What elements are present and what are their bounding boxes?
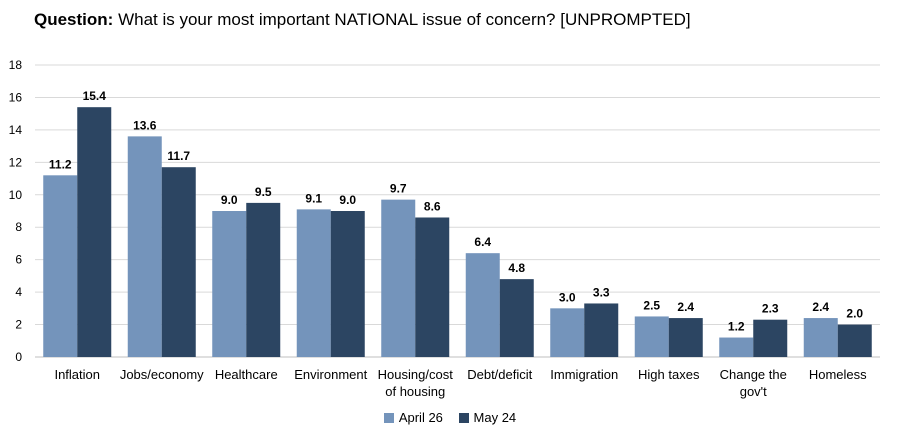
data-label: 11.7 [167, 149, 190, 163]
bar-april [719, 337, 754, 357]
bar-april [803, 318, 838, 357]
legend: April 26 May 24 [0, 410, 900, 426]
bar-april [550, 308, 585, 357]
legend-swatch-april [383, 412, 394, 423]
x-tick-label: Change the [720, 367, 787, 382]
data-label: 9.5 [255, 185, 272, 199]
bar-april [127, 136, 162, 357]
legend-swatch-may [458, 412, 469, 423]
x-tick-label: Environment [294, 367, 367, 382]
chart-title: Question: What is your most important NA… [34, 10, 691, 30]
title-prefix: Question: [34, 10, 114, 29]
legend-label-april: April 26 [398, 410, 443, 425]
x-tick-label: Housing/cost [378, 367, 454, 382]
data-label: 9.7 [390, 182, 407, 196]
bar-may [584, 303, 619, 357]
bar-april [296, 209, 331, 357]
y-tick-label: 10 [9, 188, 23, 202]
x-tick-label: Immigration [550, 367, 618, 382]
bar-may [77, 107, 112, 357]
y-tick-label: 18 [9, 58, 23, 72]
x-tick-label: Debt/deficit [467, 367, 532, 382]
x-tick-label: High taxes [638, 367, 700, 382]
data-label: 2.4 [677, 300, 694, 314]
y-tick-label: 16 [9, 90, 23, 104]
data-label: 2.5 [643, 298, 660, 312]
bar-may [837, 324, 872, 357]
bar-may [753, 319, 788, 357]
y-tick-label: 8 [15, 220, 22, 234]
bar-april [212, 211, 247, 357]
bar-may [330, 211, 365, 357]
data-label: 1.2 [728, 320, 745, 334]
data-label: 9.1 [305, 191, 322, 205]
y-tick-label: 4 [15, 285, 22, 299]
legend-item-april: April 26 [383, 410, 443, 425]
y-tick-label: 6 [15, 253, 22, 267]
data-label: 2.3 [762, 302, 779, 316]
bar-april [634, 316, 669, 357]
x-tick-label: Inflation [54, 367, 100, 382]
x-tick-label: Healthcare [215, 367, 278, 382]
data-label: 8.6 [424, 199, 441, 213]
data-label: 3.0 [559, 290, 576, 304]
data-label: 11.2 [49, 157, 72, 171]
data-label: 2.4 [812, 300, 829, 314]
x-tick-label: of housing [385, 384, 445, 399]
x-tick-label: Jobs/economy [120, 367, 204, 382]
data-label: 6.4 [474, 235, 491, 249]
data-label: 9.0 [221, 193, 238, 207]
data-label: 2.0 [846, 307, 863, 321]
y-tick-label: 14 [9, 123, 23, 137]
bar-chart: 0 2 4 6 8 10 12 14 16 18 11.2 15.4 Inflation 13.6 11.7… [9, 58, 880, 399]
bar-may [415, 217, 450, 357]
bar-may [499, 279, 534, 357]
y-tick-label: 12 [9, 155, 23, 169]
y-tick-label: 2 [15, 318, 22, 332]
bar-may [246, 202, 281, 357]
bar-may [161, 167, 196, 357]
data-label: 9.0 [339, 193, 356, 207]
legend-item-may: May 24 [458, 410, 517, 425]
bar-april [381, 199, 416, 357]
data-label: 4.8 [508, 261, 525, 275]
x-tick-label: Homeless [809, 367, 867, 382]
data-label: 15.4 [83, 89, 107, 103]
data-label: 3.3 [593, 285, 610, 299]
data-label: 13.6 [133, 118, 157, 132]
bar-may [668, 318, 703, 357]
legend-label-may: May 24 [473, 410, 517, 425]
bar-april [465, 253, 500, 357]
bar-april [43, 175, 78, 357]
title-text: What is your most important NATIONAL iss… [118, 10, 691, 29]
y-tick-label: 0 [15, 350, 22, 364]
x-tick-label: gov't [740, 384, 767, 399]
